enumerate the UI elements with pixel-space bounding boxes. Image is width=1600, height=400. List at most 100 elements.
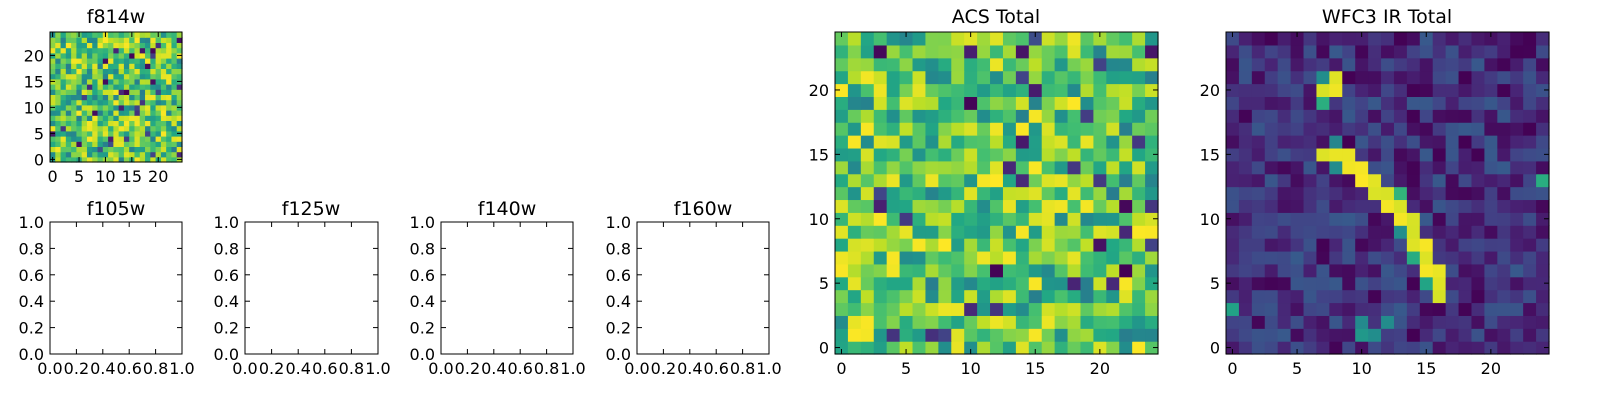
heatmap-cell	[60, 94, 67, 101]
heatmap-cell	[1264, 341, 1279, 355]
x-tick-label: 0	[1227, 359, 1237, 378]
heatmap-cell	[1536, 70, 1550, 85]
heatmap-cell	[1342, 302, 1356, 316]
heatmap-cell	[990, 186, 1004, 201]
heatmap-cell	[81, 89, 88, 95]
heatmap-cell	[977, 186, 991, 201]
heatmap-cell	[160, 136, 167, 142]
heatmap-cell	[1381, 122, 1395, 136]
heatmap-cell	[1054, 263, 1069, 278]
heatmap-cell	[1303, 250, 1318, 265]
heatmap-cell	[108, 146, 114, 153]
heatmap-cell	[964, 186, 978, 201]
heatmap-cell	[1393, 135, 1408, 149]
heatmap-cell	[60, 68, 67, 75]
heatmap-cell	[1419, 225, 1434, 239]
heatmap-cell	[1015, 122, 1030, 136]
heatmap-cell	[150, 47, 157, 54]
heatmap-cell	[1381, 289, 1395, 304]
heatmap-cell	[1054, 302, 1069, 316]
heatmap-cell	[1303, 70, 1318, 85]
heatmap-cell	[990, 302, 1004, 316]
heatmap-cell	[873, 122, 888, 136]
x-tick-label: 15	[122, 167, 142, 186]
heatmap-cell	[1015, 250, 1030, 265]
heatmap-cell	[1145, 328, 1159, 342]
heatmap-cell	[81, 47, 88, 54]
heatmap-cell	[1432, 250, 1447, 265]
heatmap-cell	[1381, 83, 1395, 97]
heatmap-cell	[873, 263, 888, 278]
panel-title: WFC3 IR Total	[1322, 6, 1452, 28]
heatmap-cell	[65, 94, 72, 101]
heatmap-cell	[1251, 96, 1266, 110]
heatmap-cell	[977, 276, 991, 291]
heatmap-cell	[1484, 250, 1498, 265]
heatmap-cell	[86, 94, 93, 101]
heatmap-cell	[166, 32, 173, 38]
heatmap-cell	[129, 94, 136, 101]
y-tick-label: 10	[809, 210, 829, 229]
heatmap-cell	[134, 146, 141, 153]
heatmap-cell	[123, 146, 130, 153]
heatmap-cell	[139, 136, 146, 142]
heatmap-cell	[171, 120, 178, 127]
heatmap-cell	[155, 37, 162, 43]
heatmap-cell	[160, 125, 167, 132]
heatmap-cell	[1432, 186, 1447, 201]
heatmap-cell	[1132, 83, 1146, 97]
heatmap-cell	[171, 125, 178, 132]
heatmap-cell	[1471, 212, 1485, 226]
heatmap-cell	[1093, 135, 1107, 149]
heatmap-cell	[1251, 238, 1266, 252]
heatmap-cell	[1523, 289, 1537, 304]
heatmap-cell	[951, 315, 965, 329]
heatmap-cell	[160, 58, 167, 64]
heatmap-cell	[160, 42, 167, 49]
heatmap-cell	[1342, 57, 1356, 72]
heatmap-cell	[951, 250, 965, 265]
y-tick-label: 0.2	[410, 319, 435, 338]
heatmap-cell	[123, 58, 130, 64]
heatmap-cell	[65, 47, 72, 54]
heatmap-cell	[171, 84, 178, 90]
heatmap-cell	[1484, 186, 1498, 201]
heatmap-cell	[1028, 135, 1043, 149]
heatmap-cell	[1002, 70, 1017, 85]
heatmap-cell	[990, 160, 1004, 175]
heatmap-cell	[1067, 199, 1082, 213]
heatmap-cell	[1264, 44, 1279, 59]
heatmap-cell	[1277, 263, 1292, 278]
heatmap-cell	[964, 263, 978, 278]
heatmap-cell	[176, 120, 183, 127]
heatmap-cell	[86, 73, 93, 80]
heatmap-cell	[977, 173, 991, 188]
heatmap-cell	[1393, 173, 1408, 188]
heatmap-cell	[113, 37, 120, 43]
heatmap-cell	[1303, 276, 1318, 291]
heatmap-cell	[134, 47, 141, 54]
heatmap-cell	[113, 84, 120, 90]
heatmap-cell	[1316, 186, 1330, 201]
heatmap-cell	[1290, 32, 1305, 46]
heatmap-cell	[118, 63, 125, 69]
y-tick-label: 0.2	[214, 319, 239, 338]
heatmap-cell	[108, 156, 114, 163]
heatmap-cell	[1342, 32, 1356, 46]
heatmap-cell	[160, 89, 167, 95]
heatmap-cell	[97, 52, 104, 59]
heatmap-cell	[860, 135, 875, 149]
heatmap-cell	[899, 147, 914, 162]
heatmap-cell	[1368, 276, 1382, 291]
heatmap-cell	[1536, 328, 1550, 342]
heatmap-cell	[1406, 263, 1421, 278]
heatmap-cell	[1381, 263, 1395, 278]
heatmap-cell	[150, 125, 157, 132]
heatmap-cell	[1251, 199, 1266, 213]
heatmap-cell	[1316, 32, 1330, 46]
heatmap-cell	[912, 83, 927, 97]
x-tick-label: 10	[95, 167, 115, 186]
heatmap-cell	[1067, 57, 1082, 72]
heatmap-cell	[1368, 225, 1382, 239]
heatmap-cell	[1132, 212, 1146, 226]
